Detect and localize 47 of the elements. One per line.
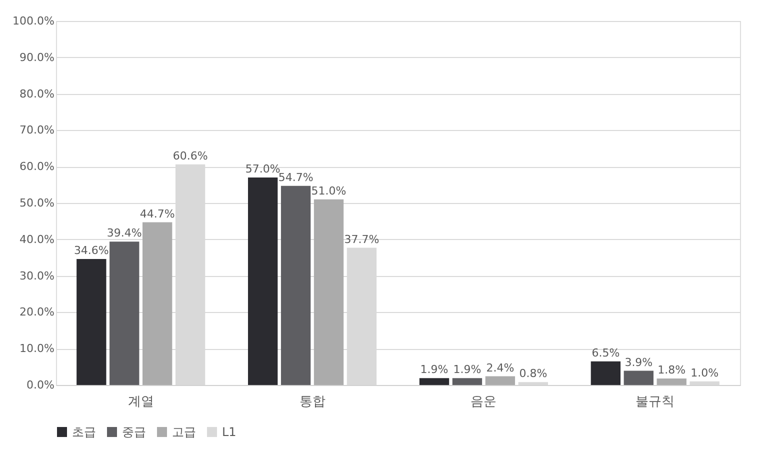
bar <box>485 376 516 385</box>
y-tick-label: 30.0% <box>20 269 54 282</box>
data-label: 1.8% <box>658 363 686 376</box>
y-tick-label: 100.0% <box>12 14 54 28</box>
data-label: 51.0% <box>311 184 346 198</box>
x-tick-label: 통합 <box>299 394 326 410</box>
y-tick-label: 10.0% <box>20 342 54 356</box>
data-label: 44.7% <box>140 207 175 220</box>
bar <box>110 242 140 385</box>
data-label: 37.7% <box>344 232 380 246</box>
x-tick-label: 불규칙 <box>636 394 675 410</box>
y-tick-label: 80.0% <box>20 87 54 100</box>
bar <box>656 378 686 385</box>
bar <box>142 222 172 385</box>
bar <box>248 178 278 385</box>
bar <box>590 361 621 385</box>
data-label: 1.9% <box>453 363 482 376</box>
y-tick-label: 60.0% <box>20 160 54 174</box>
data-label: 1.0% <box>690 366 719 380</box>
y-tick-label: 20.0% <box>20 306 54 319</box>
y-tick-label: 90.0% <box>20 50 54 64</box>
data-label: 6.5% <box>592 346 620 360</box>
data-label: 57.0% <box>245 162 280 176</box>
bar <box>419 378 450 385</box>
bar <box>624 370 654 385</box>
y-tick-label: 40.0% <box>20 232 54 246</box>
data-label: 54.7% <box>278 170 314 184</box>
legend-label: 중급 <box>122 425 146 439</box>
legend-label: 초급 <box>72 425 96 439</box>
x-tick-label: 음운 <box>470 394 497 410</box>
legend-label: L1 <box>222 425 236 439</box>
data-label: 2.4% <box>486 361 514 374</box>
data-label: 34.6% <box>74 244 109 258</box>
data-label: 3.9% <box>624 356 653 369</box>
y-tick-label: 50.0% <box>20 196 54 210</box>
legend-label: 고급 <box>172 425 196 439</box>
bar <box>452 378 482 385</box>
y-tick-label: 0.0% <box>26 378 54 392</box>
data-label: 1.9% <box>420 363 448 376</box>
y-tick-label: 70.0% <box>20 124 54 137</box>
bar <box>314 199 344 385</box>
data-label: 39.4% <box>106 226 142 240</box>
x-tick-label: 계열 <box>128 394 154 410</box>
data-label: 60.6% <box>172 149 208 162</box>
data-label: 0.8% <box>519 367 548 380</box>
bar <box>280 186 311 385</box>
bar <box>76 259 106 385</box>
